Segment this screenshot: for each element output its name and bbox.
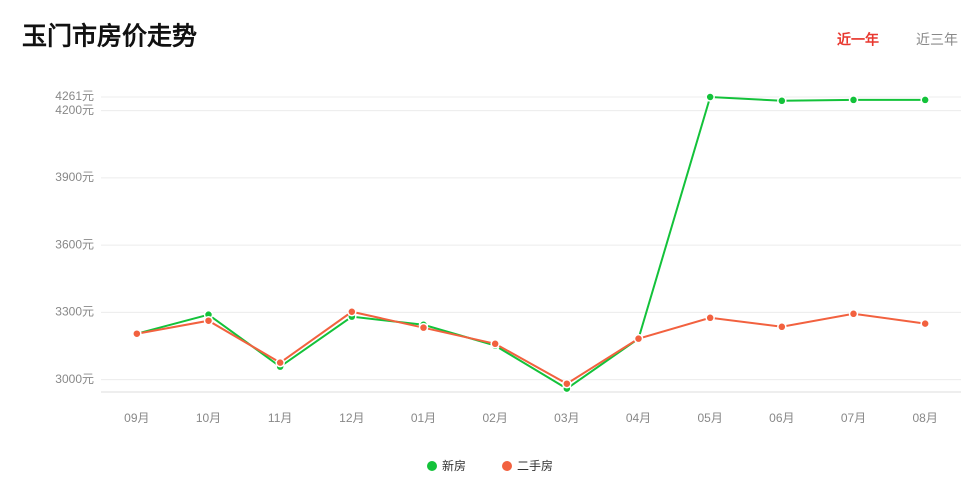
x-tick-label: 07月 <box>841 411 866 425</box>
y-tick-label: 4200元 <box>55 103 94 117</box>
x-tick-label: 12月 <box>339 411 364 425</box>
series-line <box>136 95 926 390</box>
x-tick-label: 11月 <box>268 411 292 425</box>
tab[interactable]: 近三年 <box>916 32 958 48</box>
y-tick-label: 3600元 <box>55 237 94 251</box>
x-tick-label: 05月 <box>697 411 722 425</box>
x-tick-label: 01月 <box>411 411 436 425</box>
data-point <box>777 322 787 332</box>
data-point <box>562 378 572 389</box>
x-tick-label: 04月 <box>626 411 651 425</box>
data-point <box>705 313 715 323</box>
data-point <box>920 95 930 105</box>
chart-title: 玉门市房价走势 <box>22 22 197 51</box>
legend-swatch[interactable] <box>427 461 437 471</box>
x-tick-label: 03月 <box>554 411 579 425</box>
data-point <box>203 315 214 326</box>
data-point <box>347 306 357 317</box>
y-tick-label: 3000元 <box>55 372 94 386</box>
y-tick-label: 3300元 <box>55 305 94 319</box>
data-point <box>132 328 142 339</box>
x-tick-label: 02月 <box>482 411 507 425</box>
data-point <box>418 322 429 333</box>
y-tick-label: 4261元 <box>55 89 94 103</box>
tab[interactable]: 近一年 <box>837 32 879 48</box>
y-tick-label: 3900元 <box>55 170 94 184</box>
data-point <box>848 309 859 319</box>
legend-label[interactable]: 新房 <box>442 458 466 473</box>
data-point <box>705 92 715 102</box>
x-tick-label: 10月 <box>196 411 221 425</box>
data-point <box>777 96 787 106</box>
data-point <box>920 318 930 329</box>
data-point <box>848 95 859 105</box>
data-point <box>275 357 285 368</box>
x-tick-label: 08月 <box>912 411 937 425</box>
data-point <box>490 339 500 349</box>
data-point <box>633 333 644 344</box>
legend-swatch[interactable] <box>502 461 512 471</box>
x-tick-label: 09月 <box>124 411 149 425</box>
legend-label[interactable]: 二手房 <box>517 458 553 473</box>
series-line <box>136 310 926 385</box>
x-tick-label: 06月 <box>769 411 794 425</box>
